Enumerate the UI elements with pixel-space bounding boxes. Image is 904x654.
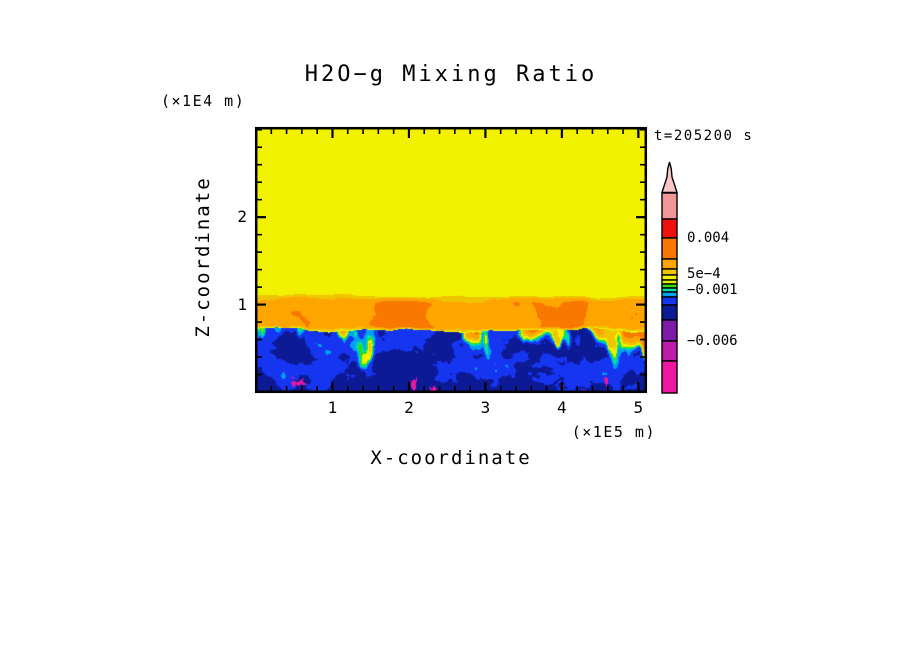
z-axis-unit-label: (×1E4 m): [161, 92, 246, 110]
timestamp-label: t=205200 s: [654, 128, 754, 144]
colorbar-segment: [661, 258, 678, 270]
colorbar-overflow-arrow-icon: [661, 161, 678, 194]
colorbar-segment: [661, 274, 678, 281]
colorbar-level-label: −0.001: [687, 282, 738, 298]
colorbar-segment: [661, 319, 678, 342]
colorbar-segment: [661, 360, 678, 394]
colorbar-level-label: 5e−4: [687, 266, 721, 282]
colorbar-segment: [661, 291, 678, 298]
x-tick-label: 1: [327, 398, 338, 417]
x-axis-unit-label: (×1E5 m): [571, 423, 656, 441]
colorbar-segment: [661, 237, 678, 260]
z-tick-label: 2: [237, 207, 247, 227]
colorbar-segment: [661, 296, 678, 306]
figure-title: H2O−g Mixing Ratio: [304, 62, 598, 87]
x-tick-label: 5: [633, 398, 644, 417]
x-axis-title: X-coordinate: [370, 447, 532, 469]
colorbar-segment: [661, 283, 678, 289]
colorbar-segment: [661, 287, 678, 293]
z-tick-label: 1: [237, 294, 247, 314]
colorbar-level-label: 0.004: [687, 230, 730, 246]
colorbar-segment: [661, 218, 678, 239]
x-tick-label: 3: [480, 398, 491, 417]
colorbar-segment: [661, 192, 678, 220]
x-tick-label: 2: [404, 398, 414, 417]
colorbar-segment: [661, 279, 678, 285]
colorbar-segment: [661, 304, 678, 321]
colorbar-segment: [661, 340, 678, 362]
colorbar-segment: [661, 268, 678, 276]
colorbar-level-label: −0.006: [687, 333, 738, 349]
heatmap-canvas: [256, 128, 646, 392]
x-tick-label: 4: [557, 398, 567, 417]
